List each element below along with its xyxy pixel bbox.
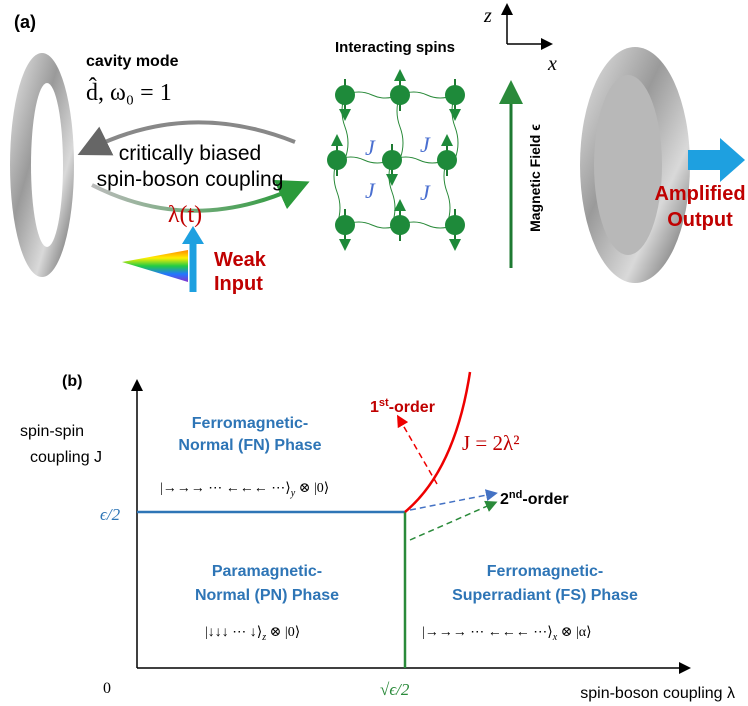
- spin-ball: [335, 215, 355, 235]
- cavity-params: d̂, ω₀ = 1: [86, 77, 172, 106]
- output-arrowhead: [720, 138, 745, 182]
- spin-coupling: J: [365, 135, 376, 160]
- spin-head: [339, 239, 351, 251]
- coupling-text: critically biased: [119, 142, 261, 165]
- origin-label: 0: [103, 680, 111, 697]
- output-text: Output: [667, 209, 733, 231]
- x-mark: √ϵ/2: [380, 680, 410, 699]
- axis-x-label: x: [547, 53, 557, 75]
- output-text: Amplified: [654, 183, 745, 205]
- field-label: Magnetic Field ϵ: [527, 124, 543, 232]
- spin-coupling: J: [365, 178, 376, 203]
- cavity-title: cavity mode: [86, 53, 179, 70]
- boundary-equation: J = 2λ²: [462, 431, 520, 455]
- right-mirror: [580, 47, 690, 283]
- fn-fs-boundary: [405, 372, 470, 512]
- spins-title: Interacting spins: [335, 39, 455, 56]
- spin-ball: [382, 150, 402, 170]
- rainbow-pulse: [122, 250, 188, 282]
- spin-head: [441, 134, 453, 146]
- second-order-pointer: [410, 504, 492, 540]
- left-mirror: [10, 53, 74, 277]
- phase-state: |→→→ ⋯ ←←← ⋯⟩y ⊗ |0⟩: [160, 481, 329, 499]
- first-order-label: 1st-order: [370, 397, 435, 416]
- order-rest: -order: [389, 399, 435, 416]
- order-sup: nd: [509, 489, 522, 501]
- phase-state: |↓↓↓ ⋯ ↓⟩z ⊗ |0⟩: [205, 625, 300, 643]
- spin-head: [394, 69, 406, 81]
- order-num: 2: [500, 491, 509, 508]
- ket-rest: ⊗ |0⟩: [295, 481, 329, 496]
- spin-ball: [390, 85, 410, 105]
- order-num: 1: [370, 399, 379, 416]
- spin-head: [339, 109, 351, 121]
- ket: |↓↓↓ ⋯ ↓⟩: [205, 625, 262, 640]
- mirror-inner: [594, 75, 662, 255]
- phase-name: Ferromagnetic-: [192, 415, 308, 432]
- spin-head: [331, 134, 343, 146]
- ket: |→→→ ⋯ ←←← ⋯⟩: [422, 625, 553, 640]
- phase-name: Normal (PN) Phase: [195, 587, 339, 604]
- panel-label: (a): [14, 12, 36, 32]
- phase-name: Paramagnetic-: [212, 563, 322, 580]
- spin-coupling: J: [420, 180, 431, 205]
- ket-rest: ⊗ |0⟩: [266, 625, 300, 640]
- spin-head: [386, 174, 398, 186]
- page: (a) cavity mode d̂, ω₀ = 1 critically bi…: [0, 0, 748, 706]
- order-sup: st: [379, 397, 389, 409]
- phase-name: Normal (FN) Phase: [178, 437, 321, 454]
- input-arrowhead: [182, 226, 204, 244]
- second-order-label: 2nd-order: [500, 489, 569, 508]
- y-axis-label: spin-spin: [20, 423, 84, 440]
- spin-lattice: [327, 69, 465, 251]
- input-text: Weak: [214, 249, 267, 271]
- spin-ball: [390, 215, 410, 235]
- panel-label: (b): [62, 373, 82, 390]
- figure: (a) cavity mode d̂, ω₀ = 1 critically bi…: [0, 0, 748, 706]
- phase-name: Ferromagnetic-: [487, 563, 603, 580]
- phase-name: Superradiant (FS) Phase: [452, 587, 638, 604]
- ket: |→→→ ⋯ ←←← ⋯⟩: [160, 481, 291, 496]
- phase-state: |→→→ ⋯ ←←← ⋯⟩x ⊗ |α⟩: [422, 625, 592, 643]
- output-arrow: [688, 150, 722, 170]
- spin-ball: [445, 85, 465, 105]
- spin-head: [449, 239, 461, 251]
- axis-z-label: z: [483, 5, 492, 27]
- spin-ball: [335, 85, 355, 105]
- y-mark: ϵ/2: [100, 505, 121, 524]
- y-axis-label: coupling J: [30, 449, 102, 466]
- mirror-hole: [31, 83, 63, 247]
- ket-rest: ⊗ |α⟩: [557, 625, 591, 640]
- coupling-text: spin-boson coupling: [97, 168, 284, 191]
- spin-ball: [445, 215, 465, 235]
- spin-head: [394, 199, 406, 211]
- spin-coupling: J: [420, 132, 431, 157]
- spin-head: [449, 109, 461, 121]
- spin-ball: [437, 150, 457, 170]
- input-text: Input: [214, 273, 263, 295]
- x-axis-label: spin-boson coupling λ: [580, 685, 735, 702]
- coupling-symbol: λ(t): [168, 202, 202, 228]
- order-rest: -order: [522, 491, 568, 508]
- first-order-pointer: [400, 420, 437, 484]
- spin-ball: [327, 150, 347, 170]
